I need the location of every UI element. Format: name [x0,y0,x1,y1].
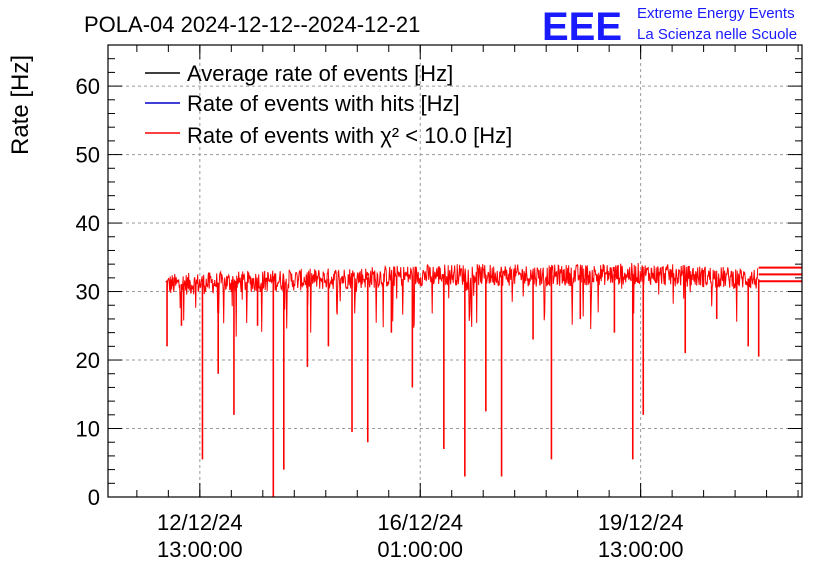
series-layer [165,262,802,497]
x-tick-label-date: 12/12/24 [157,510,243,535]
chart-title: POLA-04 2024-12-12--2024-12-21 [84,12,420,37]
y-tick-label: 0 [88,485,100,510]
y-tick-label: 20 [76,348,100,373]
eee-logo-mark: EEE [542,5,622,49]
eee-logo-line1: Extreme Energy Events [637,5,795,22]
x-tick-label-time: 01:00:00 [377,537,463,562]
eee-logo-line2: La Scienza nelle Scuole [637,26,797,43]
legend: Average rate of events [Hz] Rate of even… [145,61,512,148]
x-tick-label-time: 13:00:00 [157,537,243,562]
legend-label-hits: Rate of events with hits [Hz] [187,91,460,116]
legend-label-chi2: Rate of events with χ² < 10.0 [Hz] [187,123,512,148]
y-tick-label: 10 [76,417,100,442]
series-chi2-line [165,262,759,337]
x-tick-label-date: 16/12/24 [377,510,463,535]
axes: 010203040506012/12/2413:00:0016/12/2401:… [76,44,802,562]
y-tick-label: 30 [76,280,100,305]
x-tick-label-time: 13:00:00 [598,537,684,562]
y-axis-label: Rate [Hz] [7,55,34,155]
plot-frame [107,44,803,498]
legend-label-average: Average rate of events [Hz] [187,61,453,86]
y-tick-label: 50 [76,143,100,168]
y-tick-label: 40 [76,211,100,236]
eee-logo: EEE Extreme Energy Events La Scienza nel… [542,5,797,49]
y-tick-label: 60 [76,74,100,99]
x-tick-label-date: 19/12/24 [598,510,684,535]
